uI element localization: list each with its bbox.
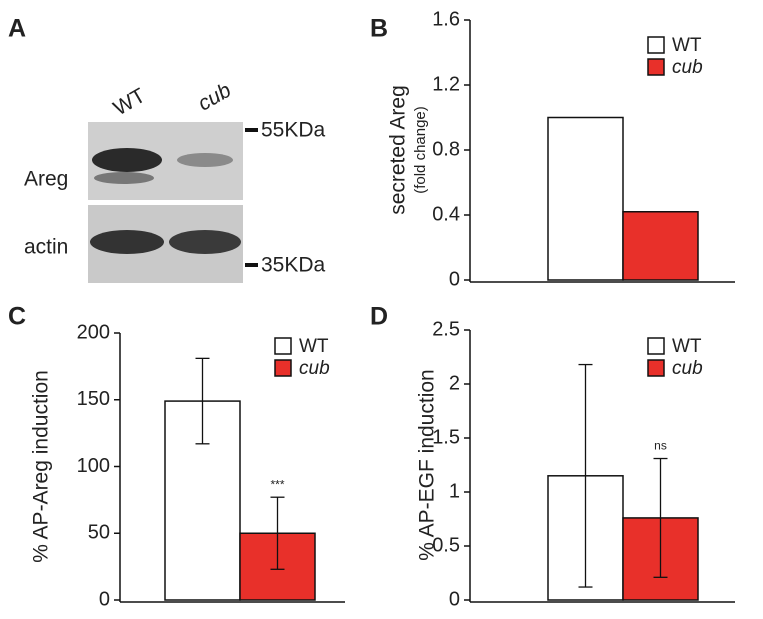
lane-label: cub (194, 79, 235, 116)
y-tick-label: 50 (88, 522, 110, 544)
legend-label: WT (672, 35, 702, 56)
legend-swatch (647, 359, 665, 377)
panel-letter: D (370, 303, 388, 331)
annotation: ns (654, 439, 667, 453)
legend-label: cub (672, 57, 703, 78)
y-tick-label: 1.2 (432, 73, 460, 95)
blot-band (90, 230, 164, 254)
y-tick-label: 2 (449, 372, 460, 394)
y-tick-label: 0 (449, 588, 460, 610)
bar (547, 116, 624, 281)
annotation: *** (270, 477, 284, 491)
lane-label: WT (110, 84, 150, 120)
y-tick-label: 0.8 (432, 138, 460, 160)
y-tick-label: 0 (449, 268, 460, 290)
legend-swatch (647, 58, 665, 76)
y-tick-label: 1.5 (432, 426, 460, 448)
marker-label: 35KDa (261, 254, 326, 277)
y-axis-label: % AP-Areg induction (30, 370, 53, 563)
legend-swatch (274, 337, 292, 355)
y-tick-label: 0.5 (432, 534, 460, 556)
y-axis-label: % AP-EGF induction (416, 369, 439, 560)
y-tick-label: 0.4 (432, 203, 460, 225)
legend-label: cub (672, 358, 703, 379)
y-tick-label: 2.5 (432, 318, 460, 340)
marker-label: 55KDa (261, 119, 326, 142)
panel-letter: A (8, 15, 26, 43)
row-label: Areg (24, 168, 68, 191)
bar (622, 211, 699, 281)
y-tick-label: 200 (77, 321, 110, 343)
y-tick-label: 100 (77, 455, 110, 477)
blot-band (94, 172, 154, 184)
blot-band (169, 230, 241, 254)
blot-band (177, 153, 233, 167)
y-axis-label: secreted Areg (387, 85, 410, 215)
legend-swatch (274, 359, 292, 377)
y-tick-label: 1.6 (432, 8, 460, 30)
panel-letter: B (370, 15, 388, 43)
panel-letter: C (8, 303, 26, 331)
legend-label: cub (299, 358, 330, 379)
legend-swatch (647, 337, 665, 355)
legend-swatch (647, 36, 665, 54)
blot-band (92, 148, 162, 172)
y-tick-label: 0 (99, 588, 110, 610)
legend-label: WT (672, 336, 702, 357)
y-tick-label: 1 (449, 480, 460, 502)
y-axis-label: (fold change) (412, 106, 429, 194)
y-tick-label: 150 (77, 388, 110, 410)
row-label: actin (24, 236, 68, 259)
legend-label: WT (299, 336, 329, 357)
